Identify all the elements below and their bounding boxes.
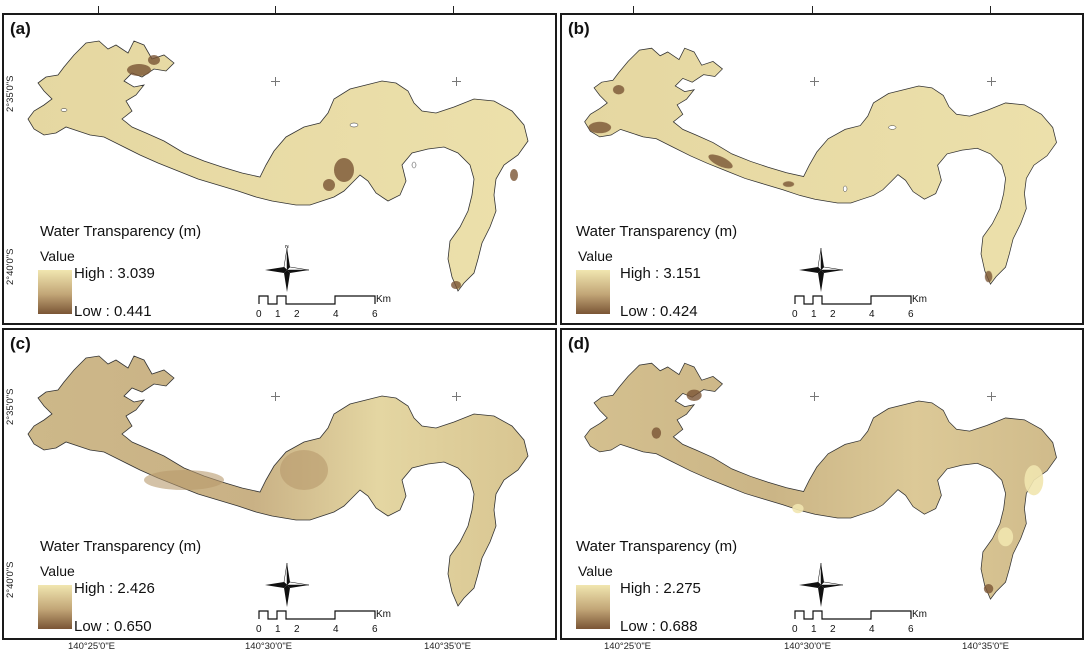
lat-label: 2°35'0"S <box>5 388 16 425</box>
north-arrow-icon: N <box>265 245 310 292</box>
legend-title: Water Transparency (m) <box>576 223 738 240</box>
scale-tick: 4 <box>333 624 339 635</box>
scale-tick: 6 <box>908 309 914 320</box>
panel-label: (d) <box>568 334 590 353</box>
grid-cross <box>810 77 819 86</box>
map-panel-c: (c) Water Transparency (m) Value High : … <box>2 328 557 640</box>
legend-color-ramp <box>38 270 72 314</box>
panel-label: (b) <box>568 19 590 38</box>
legend-high: High : 2.426 <box>74 580 155 597</box>
scale-unit: Km <box>376 609 391 620</box>
legend-low: Low : 0.688 <box>620 618 698 635</box>
scale-tick: 0 <box>792 624 798 635</box>
scale-tick: 1 <box>811 624 817 635</box>
compass-n: N <box>285 245 289 250</box>
scale-bar <box>258 295 376 305</box>
lat-label: 2°35'0"S <box>5 75 16 112</box>
scale-tick: 1 <box>275 309 281 320</box>
scale-unit: Km <box>376 294 391 305</box>
lon-label: 140°35'0"E <box>424 641 472 652</box>
legend-color-ramp <box>38 585 72 629</box>
grid-cross <box>452 77 461 86</box>
scale-tick: 1 <box>811 309 817 320</box>
scale-tick: 0 <box>256 309 262 320</box>
scale-tick: 2 <box>294 624 300 635</box>
scale-tick: 6 <box>908 624 914 635</box>
scale-bar <box>258 610 376 620</box>
grid-cross <box>271 392 280 401</box>
scale-tick: 2 <box>830 309 836 320</box>
tick-mark <box>812 6 813 13</box>
map-panel-d: (d) Water Transparency (m) Value High : … <box>560 328 1084 640</box>
grid-cross <box>271 77 280 86</box>
lat-label: 2°40'0"S <box>5 248 16 285</box>
legend-value-label: Value <box>40 563 75 579</box>
lon-label: 140°35'0"E <box>962 641 1010 652</box>
grid-cross <box>452 392 461 401</box>
legend-color-ramp <box>576 270 610 314</box>
legend-title: Water Transparency (m) <box>576 538 738 555</box>
legend-color-ramp <box>576 585 610 629</box>
scale-tick: 1 <box>275 624 281 635</box>
tick-mark <box>98 6 99 13</box>
lon-label: 140°30'0"E <box>245 641 293 652</box>
lake-map-d <box>584 362 1057 600</box>
legend-high: High : 3.039 <box>74 265 155 282</box>
scale-tick: 6 <box>372 624 378 635</box>
legend-high: High : 3.151 <box>620 265 701 282</box>
scale-tick: 2 <box>830 624 836 635</box>
scale-tick: 6 <box>372 309 378 320</box>
legend-low: Low : 0.424 <box>620 303 698 320</box>
scale-tick: 4 <box>333 309 339 320</box>
scale-unit: Km <box>912 294 927 305</box>
lon-label: 140°25'0"E <box>604 641 652 652</box>
scale-bar <box>794 610 912 620</box>
panel-label: (a) <box>10 19 31 38</box>
legend-low: Low : 0.441 <box>74 303 152 320</box>
lake-map-c <box>27 355 529 607</box>
grid-cross <box>810 392 819 401</box>
scale-tick: 4 <box>869 624 875 635</box>
tick-mark <box>990 6 991 13</box>
north-arrow-icon <box>799 247 844 292</box>
lon-label: 140°30'0"E <box>784 641 832 652</box>
scale-tick: 0 <box>792 309 798 320</box>
lon-label: 140°25'0"E <box>68 641 116 652</box>
tick-mark <box>633 6 634 13</box>
legend-title: Water Transparency (m) <box>40 223 202 240</box>
scale-bar <box>794 295 912 305</box>
scale-tick: 2 <box>294 309 300 320</box>
tick-mark <box>453 6 454 13</box>
panel-label: (c) <box>10 334 31 353</box>
scale-unit: Km <box>912 609 927 620</box>
legend-value-label: Value <box>40 248 75 264</box>
map-panel-a: (a) Water Transparency (m) Value High : … <box>2 13 557 325</box>
lat-label: 2°40'0"S <box>5 561 16 598</box>
scale-tick: 0 <box>256 624 262 635</box>
north-arrow-icon <box>799 562 844 607</box>
map-panel-b: (b) Water Transparency (m) Value High : … <box>560 13 1084 325</box>
grid-cross <box>987 392 996 401</box>
tick-mark <box>275 6 276 13</box>
north-arrow-icon <box>265 562 310 607</box>
lake-map-a <box>27 40 529 292</box>
lake-map-b <box>584 47 1057 285</box>
legend-title: Water Transparency (m) <box>40 538 202 555</box>
grid-cross <box>987 77 996 86</box>
legend-value-label: Value <box>578 248 613 264</box>
legend-value-label: Value <box>578 563 613 579</box>
scale-tick: 4 <box>869 309 875 320</box>
legend-high: High : 2.275 <box>620 580 701 597</box>
legend-low: Low : 0.650 <box>74 618 152 635</box>
